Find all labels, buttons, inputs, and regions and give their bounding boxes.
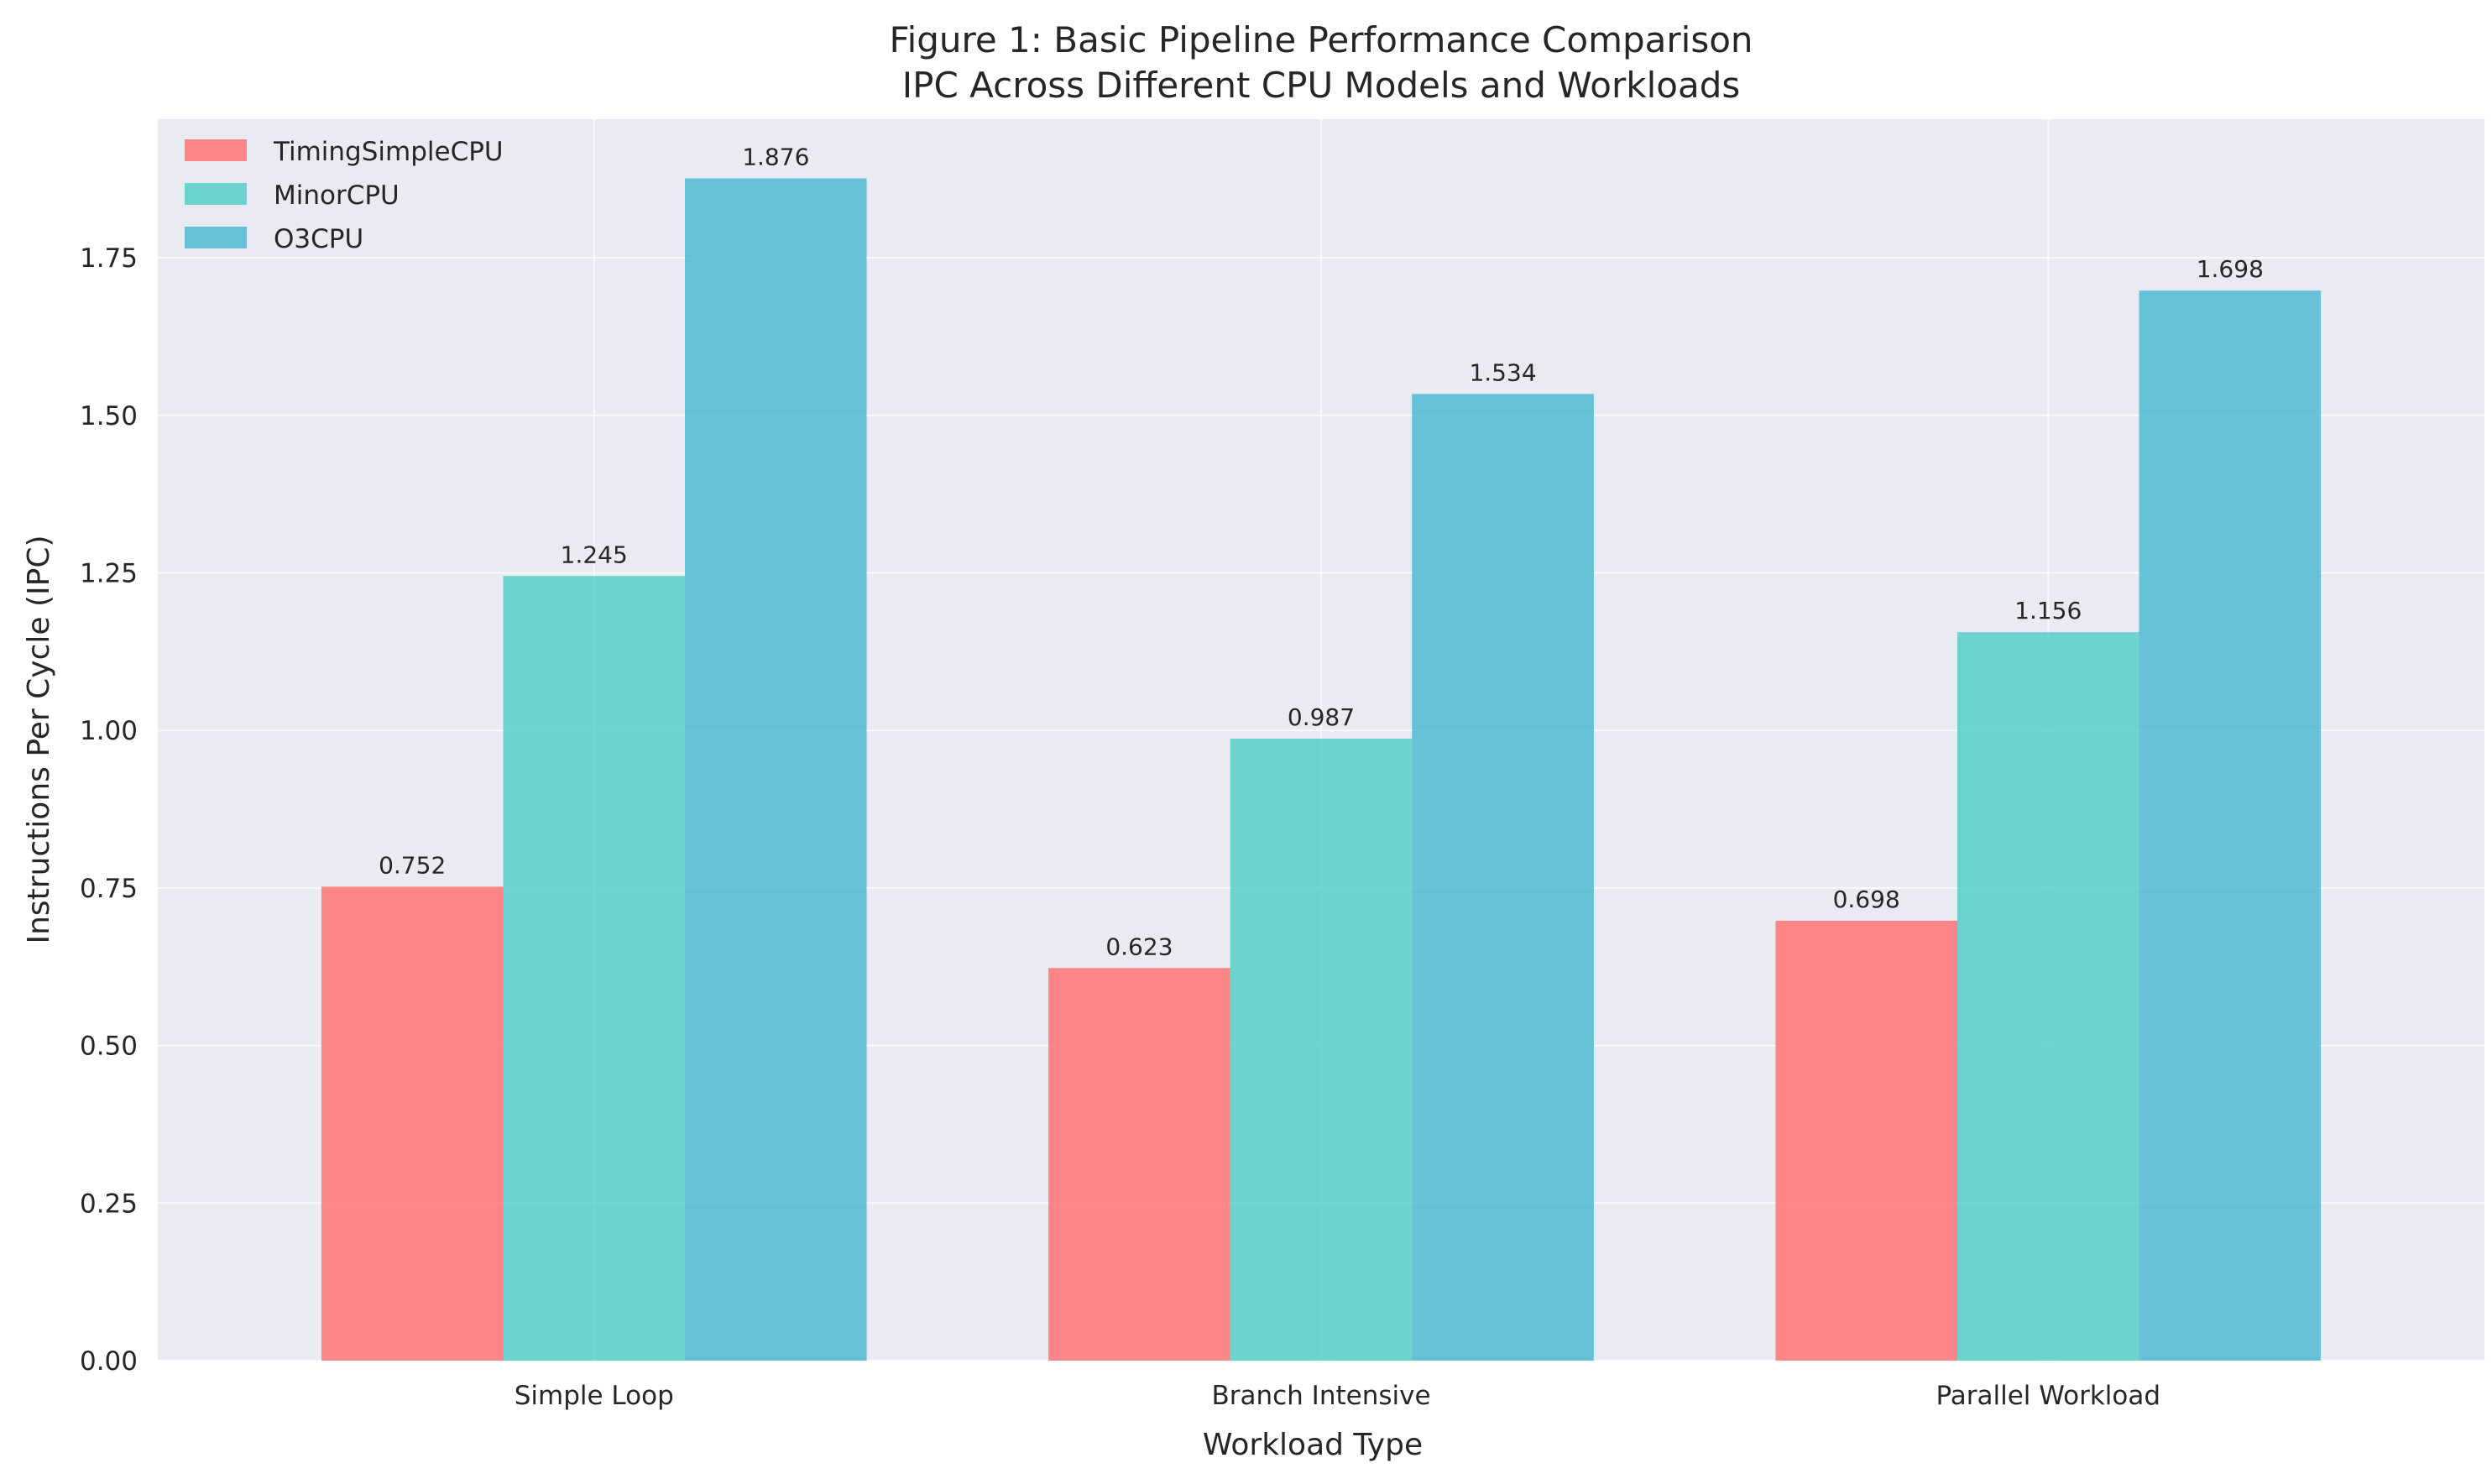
y-tick-label: 1.50 (80, 401, 138, 431)
bar-O3CPU-Simple-Loop (685, 178, 867, 1361)
y-tick-label: 0.50 (80, 1032, 138, 1062)
bars (321, 178, 2322, 1361)
y-tick-label: 0.75 (80, 874, 138, 904)
bar-MinorCPU-Parallel-Workload (1957, 632, 2139, 1361)
y-axis-label: Instructions Per Cycle (IPC) (22, 535, 56, 943)
data-labels: 0.752 0.623 0.698 1.245 0.987 1.156 1.876 1.534… (379, 144, 2264, 961)
bar-TimingSimpleCPU-Simple-Loop (321, 886, 504, 1361)
x-axis-ticks: Simple Loop Branch Intensive Parallel Work… (515, 1381, 2160, 1411)
chart-title: Figure 1: Basic Pipeline Performance Com… (889, 19, 1753, 60)
data-label: 0.698 (1833, 886, 1900, 913)
bar-MinorCPU-Branch-Intensive (1230, 738, 1413, 1361)
bar-MinorCPU-Simple-Loop (503, 576, 686, 1361)
x-tick-label: Parallel Workload (1936, 1381, 2160, 1411)
y-tick-label: 0.25 (80, 1189, 138, 1219)
data-label: 0.987 (1288, 703, 1355, 731)
x-tick-label: Branch Intensive (1211, 1381, 1430, 1411)
legend-swatch (185, 227, 247, 248)
chart-subtitle: IPC Across Different CPU Models and Work… (902, 65, 1740, 106)
data-label: 1.245 (561, 541, 628, 568)
legend-label: TimingSimpleCPU (273, 137, 504, 167)
legend: TimingSimpleCPU MinorCPU O3CPU (185, 137, 504, 254)
x-axis-label: Workload Type (1203, 1428, 1423, 1462)
y-tick-label: 1.75 (80, 243, 138, 274)
x-tick-label: Simple Loop (515, 1381, 674, 1411)
legend-swatch (185, 183, 247, 205)
bar-TimingSimpleCPU-Branch-Intensive (1048, 968, 1230, 1361)
data-label: 0.752 (379, 851, 446, 879)
data-label: 1.534 (1469, 358, 1536, 386)
y-axis-ticks: 0.00 0.25 0.50 0.75 1.00 1.25 1.50 1.75 (80, 243, 138, 1377)
legend-label: MinorCPU (274, 180, 400, 211)
legend-swatch (185, 139, 247, 161)
y-tick-label: 1.00 (80, 716, 138, 746)
data-label: 0.623 (1105, 933, 1173, 960)
data-label: 1.156 (2014, 597, 2082, 624)
data-label: 1.876 (742, 144, 809, 171)
legend-label: O3CPU (274, 224, 363, 254)
data-label: 1.698 (2197, 255, 2264, 283)
y-tick-label: 1.25 (80, 559, 138, 589)
bar-TimingSimpleCPU-Parallel-Workload (1775, 920, 1957, 1361)
bar-O3CPU-Branch-Intensive (1412, 394, 1594, 1361)
y-tick-label: 0.00 (80, 1346, 138, 1377)
bar-O3CPU-Parallel-Workload (2139, 290, 2322, 1361)
